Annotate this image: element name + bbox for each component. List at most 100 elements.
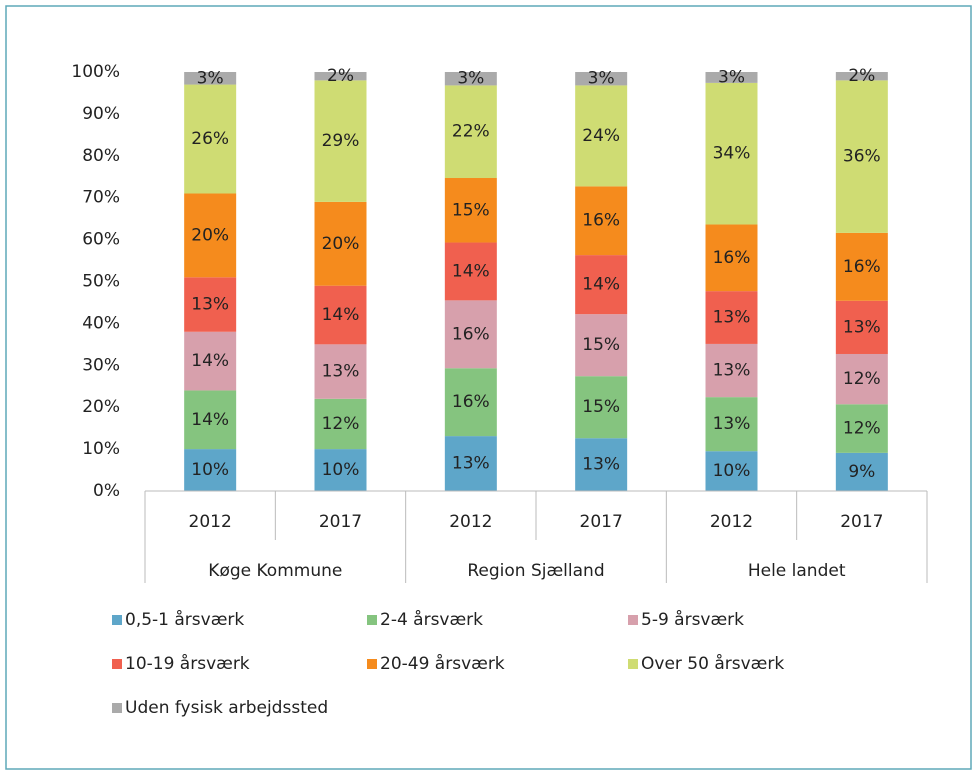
y-tick-label: 50% [82, 272, 120, 292]
legend-label: 2-4 årsværk [380, 609, 483, 630]
bar-segment [184, 449, 237, 491]
value-label: 13% [191, 295, 229, 315]
legend-swatch [628, 659, 638, 669]
value-label: 20% [191, 225, 229, 245]
value-label: 20% [322, 234, 360, 254]
bar-segment [705, 451, 758, 491]
y-tick-label: 0% [93, 481, 120, 501]
bar-segment [444, 300, 497, 369]
bar-segment [314, 398, 367, 450]
group-label: Hele landet [748, 561, 846, 581]
legend-label: Over 50 årsværk [641, 653, 784, 674]
x-tick-label: 2012 [449, 512, 492, 532]
value-label: 3% [588, 69, 615, 89]
value-label: 34% [713, 144, 751, 164]
value-label: 15% [582, 335, 620, 355]
bar-segment [314, 72, 367, 81]
legend-swatch [628, 615, 638, 625]
value-label: 16% [452, 324, 490, 344]
legend-swatch [112, 659, 122, 669]
value-label: 15% [452, 200, 490, 220]
bar-segment [575, 255, 628, 315]
legend-label: 20-49 årsværk [380, 653, 505, 674]
value-label: 12% [322, 414, 360, 434]
bar-segment [835, 300, 888, 354]
bar-segment [314, 285, 367, 345]
bar-segment [184, 72, 237, 85]
bar-segment [314, 201, 367, 286]
value-label: 13% [713, 414, 751, 434]
bar-segment [314, 80, 367, 202]
bar-segment [575, 314, 628, 377]
value-label: 16% [452, 392, 490, 412]
value-label: 3% [457, 69, 484, 89]
value-label: 13% [713, 308, 751, 328]
value-label: 2% [327, 66, 354, 86]
legend-label: 0,5-1 årsværk [125, 609, 244, 630]
value-label: 12% [843, 419, 881, 439]
value-label: 9% [848, 462, 875, 482]
value-label: 36% [843, 147, 881, 167]
value-label: 16% [843, 257, 881, 277]
x-tick-label: 2017 [840, 512, 883, 532]
bar-segment [705, 82, 758, 225]
y-tick-label: 70% [82, 188, 120, 208]
value-label: 13% [843, 317, 881, 337]
value-label: 14% [452, 261, 490, 281]
value-label: 13% [322, 362, 360, 382]
bar-segment [314, 344, 367, 399]
x-tick-label: 2017 [580, 512, 623, 532]
y-tick-label: 80% [82, 146, 120, 166]
bar-segment [444, 85, 497, 179]
value-label: 10% [322, 460, 360, 480]
y-tick-label: 40% [82, 313, 120, 333]
bar-segment [575, 72, 628, 86]
bar-segment [575, 186, 628, 256]
bar-segment [184, 277, 237, 332]
value-label: 24% [582, 126, 620, 146]
value-label: 16% [582, 211, 620, 231]
value-label: 15% [582, 397, 620, 417]
y-tick-label: 30% [82, 355, 120, 375]
group-label: Region Sjælland [467, 561, 604, 581]
legend-swatch [112, 615, 122, 625]
bar-segment [705, 72, 758, 83]
x-tick-label: 2012 [710, 512, 753, 532]
x-tick-label: 2012 [189, 512, 232, 532]
bar-segment [705, 343, 758, 398]
bar-segment [444, 368, 497, 437]
value-label: 10% [191, 460, 229, 480]
legend-label: 5-9 årsværk [641, 609, 744, 630]
bar-segment [575, 85, 628, 187]
legend-swatch [367, 615, 377, 625]
value-label: 3% [197, 68, 224, 88]
y-tick-label: 10% [82, 439, 120, 459]
value-label: 14% [582, 275, 620, 295]
bar-segment [444, 436, 497, 491]
legend-swatch [367, 659, 377, 669]
bar-segment [314, 449, 367, 491]
y-tick-label: 20% [82, 397, 120, 417]
legend-swatch [112, 703, 122, 713]
bar-segment [184, 193, 237, 278]
bar-segment [184, 84, 237, 194]
value-label: 22% [452, 122, 490, 142]
value-label: 16% [713, 248, 751, 268]
value-label: 3% [718, 67, 745, 87]
group-label: Køge Kommune [208, 561, 342, 581]
value-label: 13% [452, 454, 490, 474]
y-tick-label: 100% [71, 62, 120, 82]
value-label: 29% [322, 131, 360, 151]
value-label: 14% [322, 305, 360, 325]
value-label: 14% [191, 351, 229, 371]
bar-segment [575, 376, 628, 439]
bar-segment [835, 72, 888, 81]
bar-segment [705, 224, 758, 292]
bar-segment [184, 390, 237, 450]
bar-segment [705, 291, 758, 344]
value-label: 13% [582, 455, 620, 475]
bar-segment [835, 80, 888, 233]
value-label: 12% [843, 369, 881, 389]
